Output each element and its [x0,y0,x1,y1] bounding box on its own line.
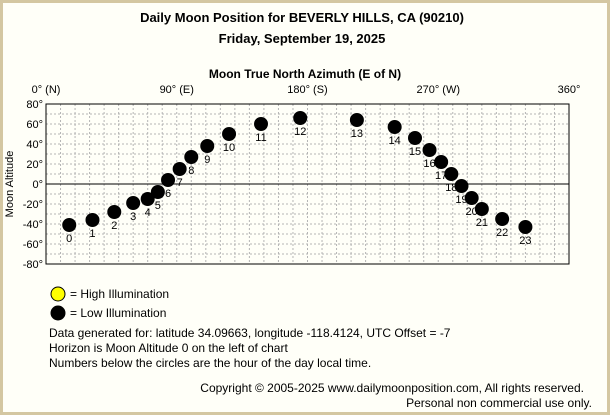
hour-label: 3 [130,211,136,223]
y-tick-label: 40° [26,139,43,151]
y-tick-label: -60° [23,239,43,251]
moon-point [349,113,364,127]
moon-point [422,143,437,157]
x-tick-label: 90° (E) [160,84,194,96]
y-tick-label: 80° [26,99,43,111]
y-tick-label: 20° [26,159,43,171]
moon-point [408,131,423,145]
info-line-3: Numbers below the circles are the hour o… [49,356,372,370]
hour-label: 11 [255,132,266,144]
hour-label: 20 [466,206,478,218]
y-tick-label: -80° [23,259,43,271]
moon-point [464,191,479,205]
moon-point [444,167,459,181]
y-tick-label: -40° [23,219,43,231]
moon-point [495,212,510,226]
hour-label: 2 [111,220,117,232]
moon-point [474,202,489,216]
hour-label: 12 [294,126,306,138]
x-tick-label: 180° (S) [287,84,327,96]
hour-label: 16 [423,158,435,170]
low-illumination-legend-marker [50,305,66,321]
legend-high-label: = High Illumination [70,287,170,301]
moon-point [254,117,269,131]
moon-point [200,139,215,153]
moon-point [107,205,122,219]
hour-label: 19 [455,194,467,206]
info-line-2: Horizon is Moon Altitude 0 on the left o… [49,341,288,355]
moon-point [434,155,449,169]
legend-markers [50,286,66,321]
info-line-1: Data generated for: latitude 34.09663, l… [49,326,451,340]
moon-point [126,196,141,210]
chart-title: Moon True North Azimuth (E of N) [209,67,401,81]
hour-label: 9 [204,154,210,166]
usage-notice: Personal non commercial use only. [406,396,592,410]
x-tick-label: 360° [558,84,581,96]
moon-point [172,162,187,176]
hour-label: 7 [177,177,183,189]
moon-point [454,179,469,193]
legend-low-label: = Low Illumination [70,306,167,320]
moon-point [293,111,308,125]
chart-axes: 0° (N) 90° (E) 180° (S) 270° (W) 360°80°60°4… [23,84,581,271]
moon-point [222,127,237,141]
hour-label: 5 [155,200,161,212]
high-illumination-legend-marker [50,286,66,302]
hour-label: 17 [435,170,447,182]
hour-label: 15 [409,146,421,158]
moon-point [161,173,176,187]
hour-label: 0 [66,233,72,245]
hour-label: 10 [223,142,235,154]
moon-point [85,213,100,227]
moon-point [140,192,155,206]
hour-label: 6 [165,188,171,200]
hour-label: 18 [445,182,457,194]
hour-label: 21 [476,217,488,229]
x-tick-label: 0° (N) [32,84,61,96]
hour-label: 1 [89,228,95,240]
moon-point [62,218,77,232]
hour-label: 8 [188,165,194,177]
x-tick-label: 270° (W) [416,84,460,96]
moon-point [150,185,165,199]
hour-label: 22 [496,227,508,239]
page-title: Daily Moon Position for BEVERLY HILLS, C… [140,10,464,25]
y-tick-label: 60° [26,119,43,131]
moon-point [387,120,402,134]
hour-label: 4 [145,207,151,219]
y-tick-label: 0° [32,179,43,191]
page-date: Friday, September 19, 2025 [218,31,386,46]
hour-label: 23 [519,235,531,247]
moon-point [518,220,533,234]
y-tick-label: -20° [23,199,43,211]
hour-label: 13 [351,128,363,140]
hour-label: 14 [389,135,401,147]
copyright-text: Copyright © 2005-2025 www.dailymoonposit… [200,381,584,395]
moon-point [184,150,199,164]
y-axis-label: Moon Altitude [4,151,16,218]
